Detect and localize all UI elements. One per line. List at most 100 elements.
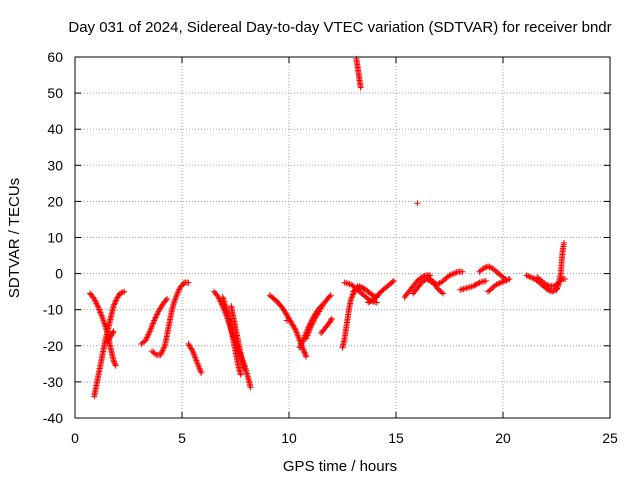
- data-point-arc24: [475, 280, 482, 287]
- x-tick-label: 0: [71, 430, 79, 446]
- y-tick-labels: -40 -30 -20 -10 0 10 20 30 40 50 60: [43, 49, 63, 426]
- data-point-arc6: [188, 346, 195, 353]
- data-point-arc26: [500, 278, 507, 285]
- data-point-arc26: [495, 280, 502, 287]
- data-point-arc25: [486, 263, 493, 270]
- data-point-arc10: [291, 325, 298, 332]
- data-point-arc1: [111, 359, 118, 366]
- data-point-arc23: [449, 271, 456, 278]
- data-point-arc23: [435, 280, 442, 287]
- x-tick-labels: 0 5 10 15 20 25: [71, 430, 618, 446]
- data-point-arc2: [111, 300, 118, 307]
- data-point-arc28: [542, 281, 549, 288]
- data-point-arc2: [118, 289, 125, 296]
- data-point-arc1: [110, 357, 117, 364]
- data-point-arc2: [110, 303, 117, 310]
- data-point-arc2: [112, 298, 119, 305]
- data-point-arc18: [366, 298, 373, 305]
- data-point-arc14: [328, 316, 335, 323]
- data-point-arc10: [303, 353, 310, 360]
- x-tick-label: 10: [281, 430, 297, 446]
- data-point-arc27: [527, 274, 534, 281]
- data-point-arc27: [549, 288, 556, 295]
- data-point-arc2: [116, 290, 123, 297]
- data-point-arc2: [119, 289, 126, 296]
- data-point-arc27: [524, 273, 531, 280]
- data-point-arc14: [328, 315, 335, 322]
- data-point-arc9: [241, 366, 248, 373]
- data-point-arc24: [471, 282, 478, 289]
- data-point-arc27: [560, 239, 567, 246]
- data-point-arc12: [327, 292, 334, 299]
- data-point-arc25: [482, 264, 489, 271]
- data-point-arc3: [110, 328, 117, 335]
- data-point-arc26: [502, 277, 509, 284]
- data-point-arc2: [113, 297, 120, 304]
- data-point-arc24: [470, 283, 477, 290]
- data-point-arc26: [506, 276, 513, 283]
- data-point-arc17: [356, 283, 363, 290]
- data-point-arc5: [174, 290, 181, 297]
- y-tick-label: 40: [47, 121, 63, 137]
- y-tick-label: -40: [43, 410, 63, 426]
- data-point-arc17: [369, 292, 376, 299]
- data-point-arc24: [472, 281, 479, 288]
- data-point-arc27: [546, 287, 553, 294]
- data-point-arc23: [459, 268, 466, 275]
- data-point-arc2: [121, 288, 128, 295]
- data-point-arc25: [480, 265, 487, 272]
- x-tick-label: 15: [388, 430, 404, 446]
- data-point-arc1: [111, 358, 118, 365]
- data-point-arc18: [369, 297, 376, 304]
- data-point-arc27: [523, 272, 530, 279]
- plot-frame: [74, 56, 611, 419]
- data-point-arc10: [300, 348, 307, 355]
- data-point-arc23: [446, 272, 453, 279]
- data-point-arc23: [447, 271, 454, 278]
- data-point-arc1: [112, 362, 119, 369]
- data-point-arc23: [433, 281, 440, 288]
- y-tick-label: 20: [47, 193, 63, 209]
- data-point-arc2: [111, 301, 118, 308]
- data-point-arc27: [529, 274, 536, 281]
- x-tick-label: 20: [495, 430, 511, 446]
- y-tick-label: -20: [43, 338, 63, 354]
- x-axis-label: GPS time / hours: [283, 458, 397, 475]
- y-tick-label: 10: [47, 230, 63, 246]
- data-point-arc23: [450, 270, 457, 277]
- data-point-arc18: [390, 277, 397, 284]
- data-point-arc26: [499, 279, 506, 286]
- data-point-arc10: [302, 350, 309, 357]
- data-point-arc27: [544, 286, 551, 293]
- data-point-arc22: [440, 290, 447, 297]
- data-point-arc4: [162, 297, 169, 304]
- data-point-arc22: [438, 289, 445, 296]
- data-point-arc26: [496, 280, 503, 287]
- data-point-arc7: [247, 384, 254, 391]
- data-point-arc17: [360, 285, 367, 292]
- data-point-arc26: [504, 276, 511, 283]
- y-tick-label: 60: [47, 49, 63, 65]
- data-point-arc13: [286, 317, 292, 324]
- chart-title: Day 031 of 2024, Sidereal Day-to-day VTE…: [68, 19, 611, 36]
- data-point-arc5: [173, 292, 180, 299]
- y-tick-label: 50: [47, 85, 63, 101]
- data-point-arc28: [544, 282, 551, 289]
- data-point-arc25: [485, 263, 492, 270]
- data-point-arc15: [348, 294, 355, 301]
- data-point-arc23: [453, 269, 460, 276]
- y-tick-label: -30: [43, 374, 63, 390]
- data-point-arc19: [357, 84, 364, 91]
- data-point-arc27: [553, 286, 560, 293]
- y-axis-label: SDTVAR / TECUs: [6, 178, 23, 298]
- data-point-arc28: [562, 276, 569, 283]
- data-point-arc4: [164, 295, 171, 302]
- data-point-arc5: [151, 350, 158, 357]
- data-point-arc21: [418, 274, 425, 281]
- data-point-arc15: [349, 292, 356, 299]
- y-tick-label: 0: [55, 266, 63, 282]
- data-point-arc26: [497, 279, 504, 286]
- data-point-arc24: [473, 281, 480, 288]
- data-point-arc12: [326, 293, 333, 300]
- data-point-arc16: [373, 299, 380, 306]
